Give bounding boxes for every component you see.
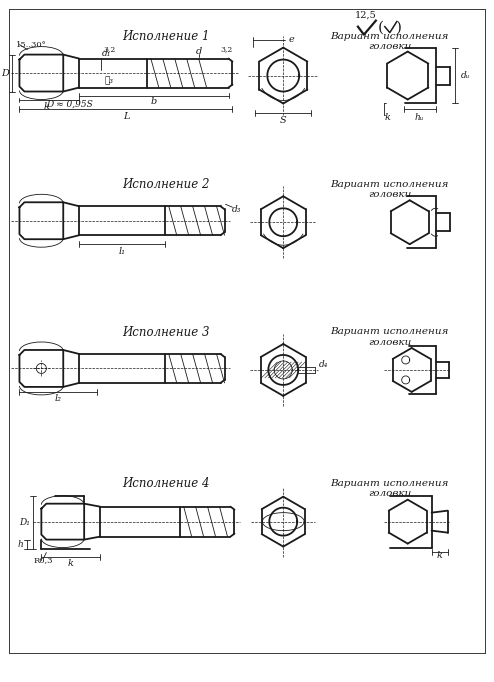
Text: k: k	[437, 551, 443, 560]
Text: Вариант исполнения
головки: Вариант исполнения головки	[330, 327, 449, 346]
Text: Вариант исполнения
головки: Вариант исполнения головки	[330, 179, 449, 199]
Text: dᵤ: dᵤ	[461, 71, 470, 80]
Text: k: k	[385, 113, 391, 122]
Text: l₂: l₂	[55, 394, 62, 403]
Text: 12,5: 12,5	[355, 11, 377, 20]
Text: Исполнение 4: Исполнение 4	[122, 477, 209, 490]
Text: Вариант исполнения
головки: Вариант исполнения головки	[330, 479, 449, 499]
Text: d₃: d₃	[232, 205, 241, 213]
Text: Исполнение 3: Исполнение 3	[122, 325, 209, 338]
Text: Исполнение 1: Исполнение 1	[122, 30, 209, 43]
Text: d₁: d₁	[101, 49, 111, 58]
Text: D: D	[1, 69, 9, 78]
Text: ℓ₃: ℓ₃	[105, 76, 114, 85]
Text: k: k	[43, 102, 49, 111]
Text: hᵤ: hᵤ	[415, 113, 424, 122]
Text: 3,2: 3,2	[103, 46, 115, 54]
Text: L: L	[123, 112, 129, 121]
Text: 15..30°: 15..30°	[16, 41, 47, 48]
Text: ): )	[396, 20, 402, 35]
Text: S: S	[280, 116, 287, 125]
Text: Вариант исполнения
головки: Вариант исполнения головки	[330, 32, 449, 51]
Text: (: (	[378, 20, 384, 35]
Text: l₁: l₁	[119, 247, 125, 256]
Text: d₄: d₄	[319, 361, 328, 370]
Text: k: k	[68, 559, 74, 568]
Text: h: h	[18, 539, 23, 548]
Text: D₁: D₁	[19, 518, 30, 527]
Text: D ≈ 0,95S: D ≈ 0,95S	[46, 100, 92, 109]
Text: d: d	[196, 47, 202, 56]
Text: R0,3: R0,3	[34, 557, 53, 565]
Text: b: b	[151, 97, 157, 106]
Text: Исполнение 2: Исполнение 2	[122, 178, 209, 191]
Text: 3,2: 3,2	[220, 46, 233, 54]
Text: e: e	[288, 35, 294, 44]
